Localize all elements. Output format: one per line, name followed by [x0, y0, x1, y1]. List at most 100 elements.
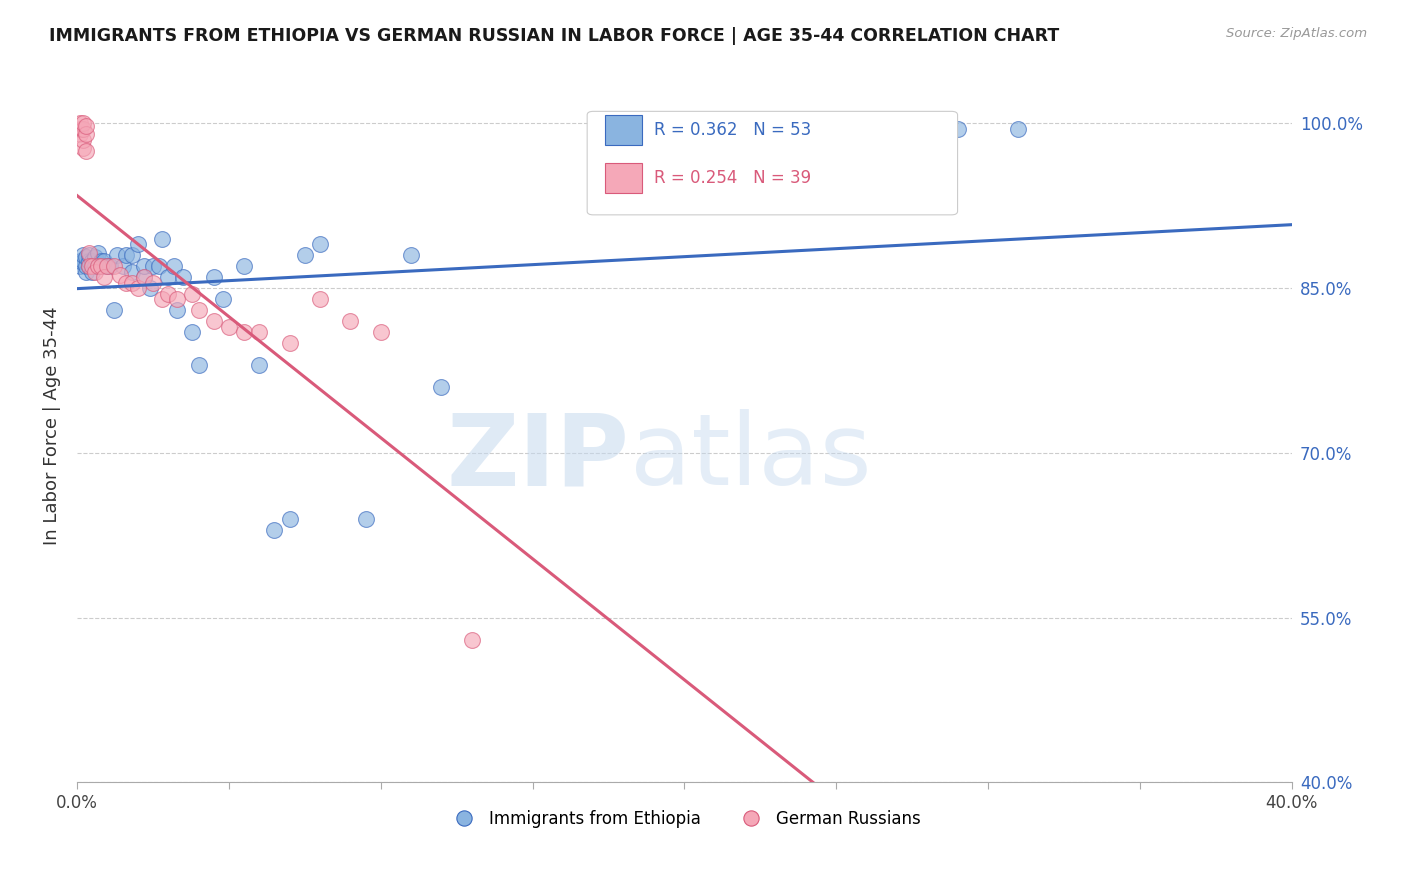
- Point: [77, 253, 100, 268]
- Point: [233, 259, 256, 273]
- Point: [132, 259, 155, 273]
- Text: Source: ZipAtlas.com: Source: ZipAtlas.com: [1226, 27, 1367, 40]
- Point: [1007, 122, 1029, 136]
- Point: [82, 253, 104, 268]
- Point: [100, 259, 122, 273]
- Point: [69, 116, 91, 130]
- Point: [370, 325, 392, 339]
- Point: [72, 140, 94, 154]
- Point: [90, 253, 112, 268]
- Point: [82, 259, 104, 273]
- Point: [87, 259, 110, 273]
- Point: [77, 259, 100, 273]
- Point: [181, 286, 204, 301]
- Point: [90, 259, 112, 273]
- Point: [72, 248, 94, 262]
- Point: [103, 303, 125, 318]
- Point: [430, 380, 453, 394]
- Text: R = 0.362   N = 53: R = 0.362 N = 53: [654, 121, 811, 139]
- Point: [148, 259, 170, 273]
- Point: [87, 259, 110, 273]
- Point: [309, 237, 332, 252]
- Point: [75, 119, 97, 133]
- Text: R = 0.254   N = 39: R = 0.254 N = 39: [654, 169, 811, 187]
- Point: [96, 259, 118, 273]
- Y-axis label: In Labor Force | Age 35-44: In Labor Force | Age 35-44: [44, 306, 60, 545]
- Point: [211, 292, 233, 306]
- Point: [77, 246, 100, 260]
- Bar: [606, 115, 641, 145]
- Point: [72, 116, 94, 130]
- Point: [72, 253, 94, 268]
- Text: ZIP: ZIP: [447, 409, 630, 506]
- Point: [108, 268, 131, 282]
- Point: [69, 122, 91, 136]
- Point: [132, 270, 155, 285]
- Point: [163, 259, 186, 273]
- Point: [294, 248, 316, 262]
- Point: [278, 336, 301, 351]
- Point: [72, 122, 94, 136]
- Point: [263, 523, 285, 537]
- Point: [93, 270, 115, 285]
- Point: [142, 259, 165, 273]
- Point: [96, 259, 118, 273]
- Point: [69, 259, 91, 273]
- Point: [157, 270, 180, 285]
- Point: [187, 358, 209, 372]
- Point: [87, 246, 110, 260]
- Bar: [606, 163, 641, 194]
- Point: [278, 512, 301, 526]
- Point: [69, 253, 91, 268]
- Point: [157, 286, 180, 301]
- Point: [84, 259, 107, 273]
- Point: [77, 248, 100, 262]
- Point: [77, 259, 100, 273]
- Point: [461, 632, 484, 647]
- Point: [105, 248, 128, 262]
- Text: IMMIGRANTS FROM ETHIOPIA VS GERMAN RUSSIAN IN LABOR FORCE | AGE 35-44 CORRELATIO: IMMIGRANTS FROM ETHIOPIA VS GERMAN RUSSI…: [49, 27, 1060, 45]
- Point: [127, 281, 149, 295]
- Point: [181, 325, 204, 339]
- Point: [75, 265, 97, 279]
- Point: [166, 303, 188, 318]
- Point: [114, 276, 136, 290]
- Point: [84, 251, 107, 265]
- Point: [187, 303, 209, 318]
- Point: [75, 259, 97, 273]
- Text: atlas: atlas: [630, 409, 872, 506]
- Point: [114, 248, 136, 262]
- Point: [150, 292, 173, 306]
- Point: [202, 314, 225, 328]
- Point: [103, 259, 125, 273]
- Point: [166, 292, 188, 306]
- Point: [354, 512, 377, 526]
- Point: [247, 358, 270, 372]
- Point: [75, 144, 97, 158]
- Point: [218, 319, 240, 334]
- Point: [82, 265, 104, 279]
- Point: [121, 265, 143, 279]
- Point: [946, 122, 969, 136]
- Point: [72, 133, 94, 147]
- Point: [121, 276, 143, 290]
- Point: [399, 248, 422, 262]
- Point: [309, 292, 332, 306]
- Point: [111, 259, 134, 273]
- Point: [150, 232, 173, 246]
- FancyBboxPatch shape: [588, 112, 957, 215]
- Point: [132, 270, 155, 285]
- Point: [90, 259, 112, 273]
- Point: [75, 128, 97, 142]
- Point: [93, 253, 115, 268]
- Point: [121, 248, 143, 262]
- Point: [202, 270, 225, 285]
- Point: [84, 265, 107, 279]
- Point: [69, 128, 91, 142]
- Point: [339, 314, 361, 328]
- Point: [142, 276, 165, 290]
- Point: [75, 251, 97, 265]
- Legend: Immigrants from Ethiopia, German Russians: Immigrants from Ethiopia, German Russian…: [441, 804, 928, 835]
- Point: [127, 237, 149, 252]
- Point: [172, 270, 194, 285]
